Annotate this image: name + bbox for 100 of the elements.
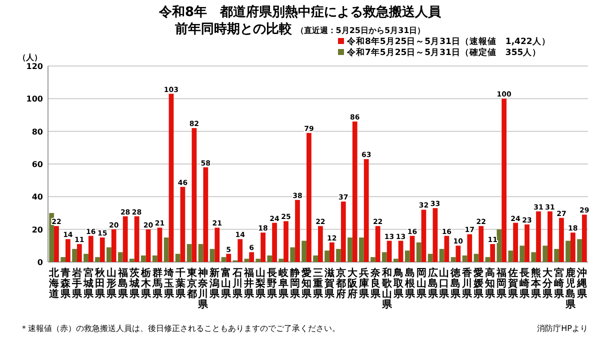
- bar: [329, 242, 334, 262]
- bar: [559, 218, 564, 262]
- x-tick-label: 山形県: [105, 267, 118, 300]
- bar: [76, 244, 82, 262]
- bar: [536, 211, 541, 262]
- bar: [306, 132, 312, 262]
- x-tick-label: 山口県: [438, 267, 450, 300]
- y-tick-label: 40: [32, 192, 44, 202]
- bar: [313, 255, 318, 262]
- bar: [267, 255, 272, 262]
- bar: [566, 240, 570, 262]
- bar: [444, 236, 450, 262]
- x-tick-label: 三重県: [312, 268, 324, 300]
- bar: [554, 248, 560, 262]
- bar: [404, 250, 410, 262]
- bar: [382, 252, 387, 262]
- y-axis-title: （人）: [18, 53, 42, 62]
- bar: [340, 202, 346, 262]
- bar: [100, 238, 105, 262]
- x-tick-label: 山梨県: [254, 267, 267, 300]
- bar: [226, 254, 232, 262]
- x-tick-label: 宮城県: [82, 267, 94, 300]
- bar: [359, 238, 364, 262]
- x-tick-label: 群馬県: [151, 267, 164, 300]
- x-tick-label: 熊本県: [530, 267, 542, 300]
- x-tick-label: 秋田県: [94, 267, 106, 300]
- chart-subtitle: 前年同時期との比較: [174, 22, 292, 37]
- bar: [60, 257, 66, 262]
- bar: [375, 226, 380, 262]
- text: ＊速報値（赤）の救急搬送人員は、後日修正されることもありますのでご了承ください。: [20, 324, 340, 333]
- x-tick-label: 茨城県: [128, 267, 140, 300]
- bar: [238, 239, 243, 262]
- x-tick-label: 埼玉県: [162, 267, 175, 300]
- chart-title: 令和8年 都道府県別熱中症による救急搬送人員: [158, 4, 442, 20]
- bar: [272, 222, 277, 262]
- bar: [542, 246, 548, 262]
- bar: [352, 122, 358, 262]
- x-tick-label: 福岡県: [496, 267, 508, 300]
- x-tick-label: 大分県: [542, 267, 554, 300]
- x-tick-label: 静岡県: [289, 267, 302, 300]
- bar: [456, 246, 461, 262]
- bar: [324, 250, 330, 262]
- x-tick-label: 愛媛県: [472, 267, 485, 300]
- y-tick-label: 100: [26, 94, 44, 104]
- bar: [278, 258, 284, 262]
- y-tick-label: 80: [32, 127, 44, 136]
- x-tick-label: 京都府: [334, 267, 346, 300]
- bar: [398, 240, 404, 262]
- x-tick-label: 滋賀県: [323, 267, 336, 300]
- bar: [386, 240, 392, 262]
- bar: [318, 226, 323, 262]
- bar: [164, 238, 169, 262]
- x-tick-label: 東京都: [186, 267, 198, 300]
- bar: [203, 167, 208, 262]
- bar: [462, 255, 468, 262]
- y-tick-label: 60: [32, 160, 44, 169]
- bar: [129, 258, 134, 262]
- bar: [192, 128, 197, 262]
- x-tick-label: 沖縄県: [576, 267, 588, 300]
- bar: [485, 257, 490, 262]
- bar: [106, 247, 112, 262]
- x-tick-label: 千葉県: [174, 267, 186, 300]
- bar: [570, 232, 576, 262]
- bar: [66, 239, 70, 262]
- bar: [524, 224, 530, 262]
- bar: [256, 258, 261, 262]
- bar: [260, 232, 266, 262]
- bar: [180, 186, 186, 262]
- x-tick-label: 佐賀県: [507, 267, 520, 300]
- bar: [474, 254, 479, 262]
- bar: [84, 254, 88, 262]
- x-tick-label: 和歌山県: [380, 267, 393, 310]
- bar: [416, 242, 422, 262]
- bar: [152, 255, 158, 262]
- bar: [290, 247, 296, 262]
- bar: [214, 228, 220, 262]
- bar: [467, 234, 472, 262]
- bar: [432, 208, 438, 262]
- x-tick-label: 青森県: [60, 267, 72, 300]
- bar: [410, 236, 415, 262]
- x-tick-label: 新潟県: [208, 267, 221, 300]
- x-tick-label: 北海道: [48, 267, 60, 300]
- x-tick-label: 岐阜県: [278, 267, 290, 300]
- bar: [88, 236, 94, 262]
- x-tick-label: 高知県: [484, 267, 496, 300]
- y-tick-label: 120: [26, 62, 44, 71]
- x-tick-label: 栃木県: [140, 267, 152, 300]
- bar: [302, 240, 307, 262]
- bar: [157, 228, 162, 262]
- bar: [513, 222, 518, 262]
- bar: [210, 248, 215, 262]
- x-tick-label: 島根県: [404, 267, 416, 300]
- bar: [284, 221, 288, 262]
- bar: [582, 214, 587, 262]
- bar: [249, 252, 254, 262]
- bar: [548, 211, 552, 262]
- bar: [421, 210, 426, 262]
- bar: [175, 254, 180, 262]
- bar: [439, 248, 444, 262]
- x-tick-label: 石川県: [232, 268, 244, 300]
